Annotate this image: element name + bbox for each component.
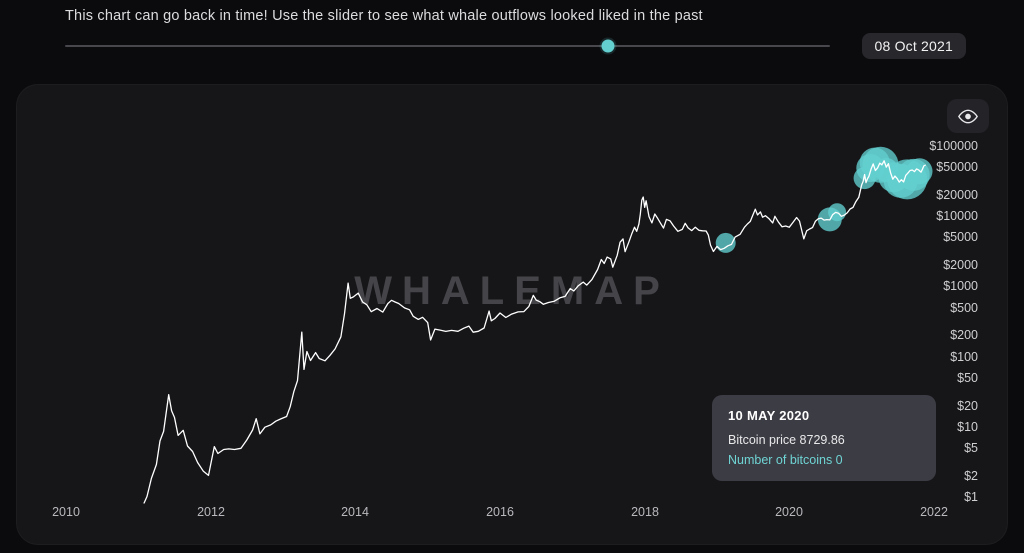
btc-price-line bbox=[143, 160, 926, 504]
watermark: WHALEMAP bbox=[354, 269, 670, 313]
chart-tooltip: 10 MAY 2020 Bitcoin price 8729.86 Number… bbox=[712, 395, 936, 481]
slider-handle[interactable] bbox=[601, 39, 615, 53]
chart-card: WHALEMAP $100000 $50000 $20000 $10000 $5000 $… bbox=[16, 84, 1008, 545]
time-slider[interactable] bbox=[65, 38, 830, 54]
visibility-toggle-button[interactable] bbox=[947, 99, 989, 133]
eye-icon bbox=[957, 109, 979, 124]
slider-caption: This chart can go back in time! Use the … bbox=[65, 8, 703, 24]
tooltip-price: Bitcoin price 8729.86 bbox=[728, 433, 845, 447]
tooltip-date: 10 MAY 2020 bbox=[728, 408, 810, 423]
price-chart[interactable] bbox=[17, 85, 1009, 546]
tooltip-bitcoins: Number of bitcoins 0 bbox=[728, 453, 843, 467]
whale-outflow-bubble[interactable] bbox=[715, 232, 736, 253]
selected-date-badge: 08 Oct 2021 bbox=[861, 33, 966, 59]
slider-track[interactable] bbox=[65, 45, 830, 47]
